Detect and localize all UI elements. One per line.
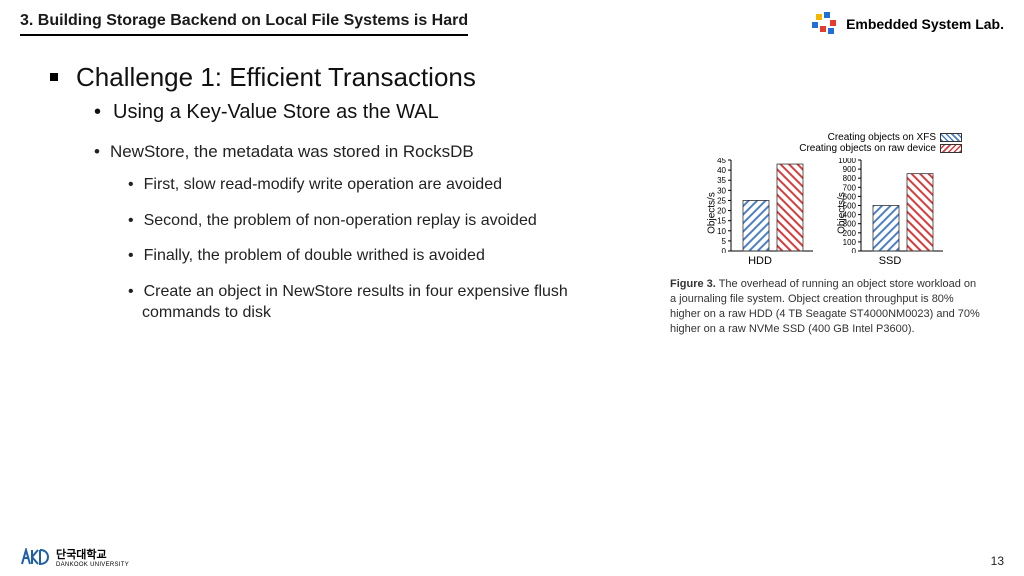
- lab-badge: Embedded System Lab.: [812, 12, 1004, 36]
- legend-xfs-swatch: [940, 133, 962, 142]
- chart-legend: Creating objects on XFS Creating objects…: [670, 132, 962, 154]
- figure-caption: Figure 3. The overhead of running an obj…: [670, 277, 980, 336]
- svg-text:0: 0: [852, 247, 857, 253]
- university-name-en: DANKOOK UNIVERSITY: [56, 562, 129, 568]
- figure-panel: Creating objects on XFS Creating objects…: [670, 132, 980, 338]
- section-title: 3. Building Storage Backend on Local Fil…: [20, 12, 468, 36]
- legend-xfs-label: Creating objects on XFS: [828, 132, 936, 143]
- svg-text:800: 800: [843, 174, 857, 183]
- svg-text:45: 45: [717, 158, 726, 165]
- svg-text:900: 900: [843, 165, 857, 174]
- lab-logo-icon: [812, 12, 840, 36]
- svg-text:100: 100: [843, 238, 857, 247]
- chart-ssd: Objects/s 010020030040050060070080090010…: [835, 158, 945, 267]
- legend-raw-label: Creating objects on raw device: [799, 143, 936, 154]
- svg-text:700: 700: [843, 183, 857, 192]
- svg-text:1000: 1000: [838, 158, 856, 165]
- university-badge: 단국대학교 DANKOOK UNIVERSITY: [20, 546, 129, 568]
- bullet-point: Finally, the problem of double writhed i…: [128, 245, 650, 267]
- x-axis-label-hdd: HDD: [705, 255, 815, 267]
- subheading-2: NewStore, the metadata was stored in Roc…: [94, 142, 650, 162]
- bullet-point: Second, the problem of non-operation rep…: [128, 210, 650, 232]
- svg-text:35: 35: [717, 176, 726, 185]
- caption-bold: Figure 3.: [670, 278, 716, 290]
- page-number: 13: [991, 554, 1004, 568]
- legend-raw-swatch: [940, 144, 962, 153]
- challenge-heading: Challenge 1: Efficient Transactions: [50, 62, 1004, 93]
- subheading-1: Using a Key-Value Store as the WAL: [94, 101, 1004, 124]
- svg-text:25: 25: [717, 196, 726, 205]
- svg-text:5: 5: [722, 237, 727, 246]
- y-axis-label: Objects/s: [706, 192, 717, 234]
- svg-text:0: 0: [722, 247, 727, 253]
- bullet-point: Create an object in NewStore results in …: [128, 281, 650, 324]
- svg-text:15: 15: [717, 217, 726, 226]
- svg-text:10: 10: [717, 227, 726, 236]
- bullet-point: First, slow read-modify write operation …: [128, 174, 650, 196]
- y-axis-label: Objects/s: [836, 192, 847, 234]
- svg-text:20: 20: [717, 207, 726, 216]
- x-axis-label-ssd: SSD: [835, 255, 945, 267]
- challenge-text: Challenge 1: Efficient Transactions: [76, 62, 476, 92]
- lab-name: Embedded System Lab.: [846, 16, 1004, 32]
- chart-hdd: Objects/s 05101520 2530354045 HDD: [705, 158, 815, 267]
- caption-text: The overhead of running an object store …: [670, 278, 980, 335]
- university-logo-icon: [20, 548, 50, 566]
- svg-text:40: 40: [717, 166, 726, 175]
- university-name-ko: 단국대학교: [56, 546, 129, 562]
- svg-text:30: 30: [717, 186, 726, 195]
